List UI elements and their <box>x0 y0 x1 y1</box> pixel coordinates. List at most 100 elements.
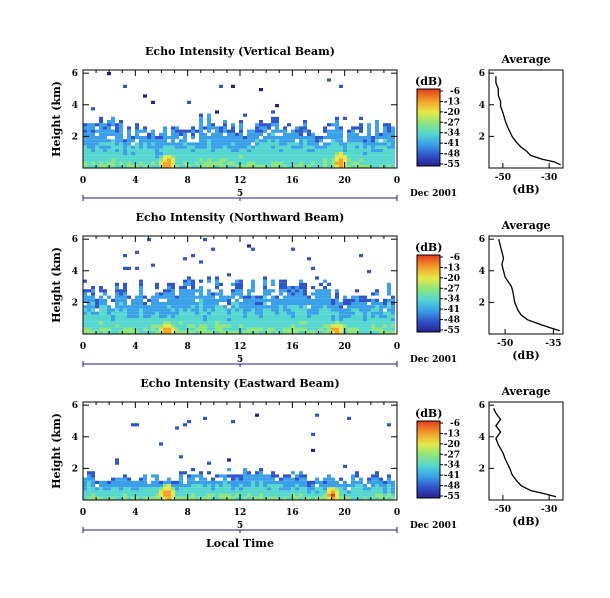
heatmap-cell <box>367 148 371 152</box>
heatmap-cell <box>387 474 391 478</box>
heatmap-cell <box>123 484 127 488</box>
heatmap-cell <box>175 155 179 159</box>
colorbar-tick-label: -20 <box>444 108 460 118</box>
heatmap-cell <box>283 152 287 156</box>
heatmap-cell <box>371 496 375 500</box>
heatmap-cell <box>191 254 195 258</box>
heatmap-cell <box>351 477 355 481</box>
heatmap-cell <box>211 477 215 481</box>
heatmap-cell <box>187 152 191 156</box>
heatmap-cell <box>211 490 215 494</box>
heatmap-cell <box>139 158 143 162</box>
heatmap-cell <box>287 298 291 302</box>
heatmap-cell <box>387 298 391 302</box>
heatmap-cell <box>107 142 111 146</box>
heatmap-cell <box>223 158 227 162</box>
heatmap-cell <box>159 321 163 325</box>
heatmap-cell <box>379 158 383 162</box>
heatmap-cell <box>367 490 371 494</box>
heatmap-cell <box>143 487 147 491</box>
heatmap-cell <box>147 238 151 242</box>
heatmap-cell <box>267 298 271 302</box>
colorbar-tick-label: -34 <box>444 129 460 139</box>
heatmap-cell <box>259 305 263 309</box>
heatmap-cell <box>363 161 367 165</box>
heatmap-cell <box>267 126 271 130</box>
heatmap-cell <box>311 324 315 328</box>
heatmap-cell <box>295 308 299 312</box>
heatmap-cell <box>231 139 235 143</box>
heatmap-cell <box>187 164 191 168</box>
heatmap-cell <box>119 158 123 162</box>
heatmap-cell <box>171 493 175 497</box>
heatmap-cell <box>291 493 295 497</box>
heatmap-cell <box>307 155 311 159</box>
heatmap-cell <box>135 298 139 302</box>
heatmap-cell <box>95 158 99 162</box>
heatmap-cell <box>199 116 203 120</box>
heatmap-cell <box>231 164 235 168</box>
heatmap-cell <box>259 308 263 312</box>
heatmap-cell <box>111 161 115 165</box>
heatmap-cell <box>367 145 371 149</box>
heatmap-cell <box>135 484 139 488</box>
heatmap-cell <box>251 308 255 312</box>
heatmap-cell <box>155 145 159 149</box>
heatmap-cell <box>371 142 375 146</box>
heatmap-cell <box>111 120 115 124</box>
heatmap-cell <box>355 318 359 322</box>
heatmap-cell <box>215 126 219 130</box>
x-tick-label: 8 <box>185 342 191 352</box>
heatmap-cell <box>195 142 199 146</box>
heatmap-cell <box>291 136 295 140</box>
heatmap-cell <box>267 305 271 309</box>
heatmap-cell <box>299 477 303 481</box>
heatmap-cell <box>171 286 175 290</box>
heatmap-cell <box>179 311 183 315</box>
heatmap-cell <box>131 490 135 494</box>
heatmap-cell <box>315 161 319 165</box>
heatmap-cell <box>303 289 307 293</box>
heatmap-cell <box>243 161 247 165</box>
heatmap-cell <box>191 480 195 484</box>
heatmap-cell <box>163 289 167 293</box>
heatmap-cell <box>119 164 123 168</box>
average-profile-line <box>493 408 557 498</box>
heatmap-cell <box>179 289 183 293</box>
heatmap-cell <box>155 321 159 325</box>
heatmap-cell <box>275 302 279 306</box>
heatmap-cell <box>199 484 203 488</box>
heatmap-cell <box>231 295 235 299</box>
heatmap-cell <box>115 308 119 312</box>
heatmap-cell <box>323 295 327 299</box>
heatmap-cell <box>227 142 231 146</box>
heatmap-cell <box>95 305 99 309</box>
heatmap-cell <box>147 136 151 140</box>
heatmap-cell <box>119 477 123 481</box>
heatmap-cell <box>219 321 223 325</box>
heatmap-cell <box>183 324 187 328</box>
heatmap-cell <box>315 148 319 152</box>
heatmap-cell <box>103 490 107 494</box>
heatmap-cell <box>359 126 363 130</box>
heatmap-cell <box>179 286 183 290</box>
heatmap-cell <box>271 289 275 293</box>
heatmap-cell <box>303 136 307 140</box>
heatmap-cell <box>211 496 215 500</box>
heatmap-cell <box>139 286 143 290</box>
heatmap-cell <box>259 480 263 484</box>
heatmap-cell <box>227 311 231 315</box>
heatmap-cell <box>259 132 263 136</box>
heatmap-cell <box>295 480 299 484</box>
heatmap-cell <box>299 158 303 162</box>
heatmap-cell <box>327 490 331 494</box>
heatmap-cell <box>299 139 303 143</box>
x-tick-label: 0 <box>80 176 86 186</box>
heatmap-cell <box>243 324 247 328</box>
heatmap-cell <box>315 164 319 168</box>
heatmap-cell <box>391 324 395 328</box>
heatmap-cell <box>335 164 339 168</box>
heatmap-cell <box>311 308 315 312</box>
average-frame <box>488 235 564 335</box>
heatmap-cell <box>199 152 203 156</box>
